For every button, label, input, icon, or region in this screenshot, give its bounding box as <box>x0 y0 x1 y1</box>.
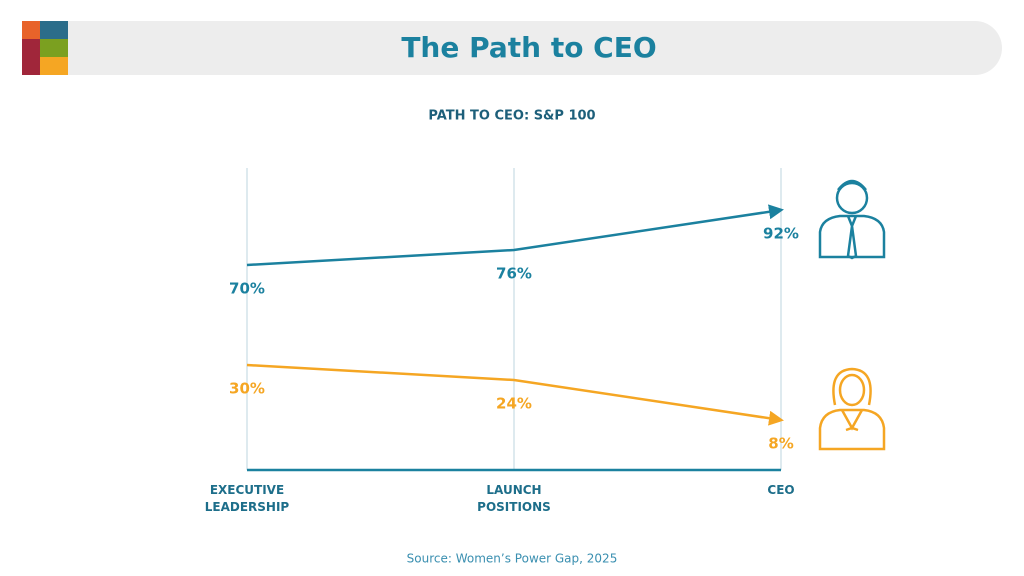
series-line <box>246 363 784 426</box>
series-line <box>246 204 784 267</box>
chart-title: The Path to CEO <box>401 31 656 64</box>
data-label: 24% <box>496 395 532 413</box>
x-tick-label: CEO <box>767 483 795 497</box>
data-label: 30% <box>229 380 265 398</box>
data-label: 70% <box>229 280 265 298</box>
source: Source: Women’s Power Gap, 2025 <box>407 552 618 566</box>
chart-subtitle: PATH TO CEO: S&P 100 <box>428 109 595 124</box>
data-label: 76% <box>496 265 532 283</box>
logo <box>22 21 68 75</box>
header-bar <box>22 21 1002 75</box>
data-label: 92% <box>763 225 799 243</box>
data-label: 8% <box>768 435 793 453</box>
woman-icon <box>818 367 886 451</box>
x-tick-label: EXECUTIVE LEADERSHIP <box>204 483 290 514</box>
x-tick-label: LAUNCH POSITIONS <box>477 483 551 514</box>
man-icon <box>818 179 886 260</box>
